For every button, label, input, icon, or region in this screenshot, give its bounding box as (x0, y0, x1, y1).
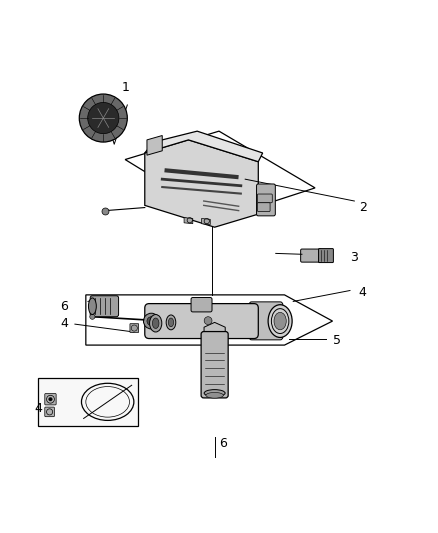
FancyBboxPatch shape (191, 297, 212, 312)
FancyBboxPatch shape (300, 249, 321, 262)
Ellipse shape (204, 390, 225, 397)
FancyBboxPatch shape (45, 407, 54, 417)
Circle shape (90, 314, 95, 319)
Text: 4: 4 (34, 402, 42, 415)
FancyBboxPatch shape (249, 302, 283, 340)
Ellipse shape (274, 312, 286, 330)
Text: 5: 5 (332, 334, 340, 347)
FancyBboxPatch shape (145, 304, 258, 338)
Polygon shape (145, 131, 263, 161)
Text: 4: 4 (60, 317, 68, 330)
Ellipse shape (88, 298, 96, 314)
Circle shape (144, 313, 159, 329)
FancyBboxPatch shape (318, 248, 333, 263)
Polygon shape (201, 219, 210, 224)
FancyBboxPatch shape (258, 194, 272, 203)
Ellipse shape (152, 318, 159, 328)
Ellipse shape (268, 305, 292, 337)
Polygon shape (145, 140, 258, 227)
Circle shape (102, 208, 109, 215)
FancyBboxPatch shape (257, 184, 276, 216)
Ellipse shape (166, 315, 176, 330)
FancyBboxPatch shape (45, 393, 56, 405)
Ellipse shape (206, 392, 223, 398)
Bar (38, 378, 138, 426)
Circle shape (204, 317, 212, 325)
Polygon shape (184, 217, 193, 224)
Text: 3: 3 (350, 251, 358, 264)
Polygon shape (147, 135, 162, 155)
Circle shape (49, 398, 52, 401)
FancyBboxPatch shape (130, 324, 139, 333)
Polygon shape (204, 322, 225, 342)
FancyBboxPatch shape (258, 203, 270, 212)
Circle shape (79, 94, 127, 142)
Circle shape (88, 102, 119, 134)
Ellipse shape (168, 318, 173, 327)
FancyBboxPatch shape (201, 332, 228, 398)
Text: 1: 1 (121, 81, 129, 94)
Ellipse shape (150, 314, 162, 332)
Text: 2: 2 (359, 201, 367, 214)
Circle shape (147, 317, 155, 326)
Text: 6: 6 (219, 437, 227, 450)
Text: 6: 6 (60, 300, 68, 313)
Text: 4: 4 (359, 286, 367, 299)
FancyBboxPatch shape (90, 296, 119, 317)
